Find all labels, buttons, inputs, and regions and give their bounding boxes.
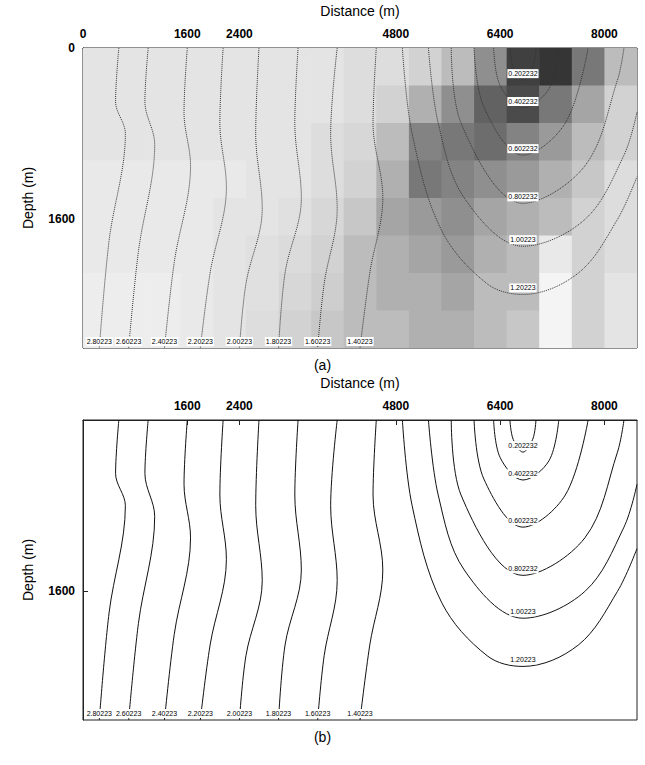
svg-text:1.20223: 1.20223 <box>510 656 535 663</box>
svg-text:0: 0 <box>68 41 75 55</box>
svg-text:(a): (a) <box>314 357 331 373</box>
svg-text:1.60223: 1.60223 <box>305 710 330 717</box>
svg-text:Distance (m): Distance (m) <box>320 375 399 391</box>
svg-text:0.602232: 0.602232 <box>508 517 537 524</box>
svg-text:Depth (m): Depth (m) <box>20 167 36 229</box>
svg-text:4800: 4800 <box>382 27 409 41</box>
svg-text:2.60223: 2.60223 <box>116 710 141 717</box>
svg-text:8000: 8000 <box>591 399 618 413</box>
svg-text:2400: 2400 <box>226 27 253 41</box>
svg-text:2.80223: 2.80223 <box>87 338 112 345</box>
svg-text:1.20223: 1.20223 <box>510 284 535 291</box>
svg-text:1.60223: 1.60223 <box>305 338 330 345</box>
svg-text:0.202232: 0.202232 <box>508 442 537 449</box>
svg-text:6400: 6400 <box>487 399 514 413</box>
svg-text:1.80223: 1.80223 <box>266 710 291 717</box>
svg-text:2.40223: 2.40223 <box>152 338 177 345</box>
svg-text:1600: 1600 <box>48 584 75 598</box>
svg-text:1.80223: 1.80223 <box>266 338 291 345</box>
svg-text:Depth (m): Depth (m) <box>20 539 36 601</box>
svg-text:1.40223: 1.40223 <box>347 710 372 717</box>
svg-text:6400: 6400 <box>487 27 514 41</box>
svg-text:0.602232: 0.602232 <box>508 145 537 152</box>
svg-text:0.402232: 0.402232 <box>508 470 537 477</box>
svg-text:(b): (b) <box>314 729 331 745</box>
svg-text:2.40223: 2.40223 <box>152 710 177 717</box>
svg-text:2.60223: 2.60223 <box>116 338 141 345</box>
svg-text:0.802232: 0.802232 <box>508 565 537 572</box>
svg-text:0.802232: 0.802232 <box>508 193 537 200</box>
svg-text:8000: 8000 <box>591 27 618 41</box>
svg-text:2.20223: 2.20223 <box>188 710 213 717</box>
svg-text:2.00223: 2.00223 <box>227 710 252 717</box>
svg-text:Distance (m): Distance (m) <box>320 3 399 19</box>
svg-text:1600: 1600 <box>174 27 201 41</box>
svg-text:1.00223: 1.00223 <box>510 608 535 615</box>
svg-text:1.40223: 1.40223 <box>347 338 372 345</box>
svg-text:1600: 1600 <box>174 399 201 413</box>
svg-text:0.202232: 0.202232 <box>508 70 537 77</box>
svg-text:4800: 4800 <box>382 399 409 413</box>
svg-text:2400: 2400 <box>226 399 253 413</box>
svg-text:2.00223: 2.00223 <box>227 338 252 345</box>
svg-text:1.00223: 1.00223 <box>510 236 535 243</box>
svg-text:2.80223: 2.80223 <box>87 710 112 717</box>
svg-text:2.20223: 2.20223 <box>188 338 213 345</box>
svg-text:1600: 1600 <box>48 212 75 226</box>
svg-text:0.402232: 0.402232 <box>508 98 537 105</box>
svg-text:0: 0 <box>80 27 87 41</box>
